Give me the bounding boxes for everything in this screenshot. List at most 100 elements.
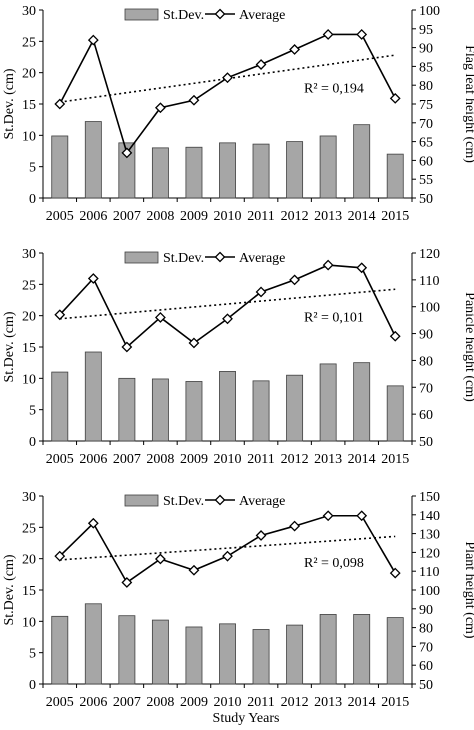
x-tick-label: 2011: [247, 452, 274, 467]
x-tick-label: 2007: [113, 452, 141, 467]
legend: St.Dev. Average: [124, 8, 285, 23]
marker-average: [389, 567, 401, 579]
bar-stdev: [319, 135, 337, 199]
x-tick-label: 2006: [79, 209, 107, 224]
marker-average: [289, 520, 301, 532]
left-axis-tick-label: 30: [22, 4, 36, 19]
bar-stdev: [151, 619, 169, 685]
bar-stdev: [219, 371, 236, 442]
marker-average: [255, 286, 267, 298]
bar-stdev: [386, 153, 404, 199]
r-squared-label: R² = 0,194: [304, 81, 364, 96]
marker-average: [154, 102, 166, 114]
marker-average: [121, 577, 133, 588]
right-axis-tick-label: 90: [419, 42, 433, 57]
marker-average: [188, 564, 200, 576]
marker-average: [222, 550, 233, 562]
right-axis-tick-label: 80: [419, 622, 433, 637]
marker-average: [222, 313, 233, 325]
x-tick-label: 2005: [46, 452, 74, 467]
x-tick-label: 2010: [214, 452, 242, 467]
legend-bar-swatch: [124, 251, 159, 264]
bar-stdev: [286, 624, 304, 685]
marker-average: [289, 274, 301, 286]
bar-stdev: [185, 381, 203, 442]
left-axis-title: St.Dev. (cm): [2, 68, 17, 139]
bar-stdev: [84, 603, 102, 685]
chart-panels: 05101520253050556065707580859095100St.De…: [2, 4, 474, 710]
bar-stdev: [386, 617, 404, 685]
right-axis-tick-label: 70: [419, 640, 433, 655]
x-tick-label: 2012: [281, 695, 309, 710]
marker-average: [87, 34, 99, 46]
left-axis-tick-label: 20: [22, 553, 36, 568]
left-axis-tick-label: 25: [22, 521, 36, 536]
bar-stdev: [185, 626, 203, 685]
right-axis-tick-label: 60: [419, 659, 433, 674]
x-tick-label: 2008: [146, 209, 174, 224]
right-axis-tick-label: 150: [419, 490, 440, 505]
x-tick-label: 2006: [79, 452, 107, 467]
marker-average: [87, 517, 99, 529]
bar-stdev: [151, 147, 169, 199]
bar-stdev: [219, 623, 236, 685]
left-axis-tick-label: 0: [29, 678, 36, 693]
left-axis-tick-label: 20: [22, 310, 36, 325]
legend-line-label: Average: [239, 494, 285, 509]
marker-average: [389, 330, 401, 342]
legend-bar-label: St.Dev.: [163, 8, 204, 23]
chart-panel-3: 0 5 10 15 20 25 30 50 60 70 80 90 100 110 120 130 140 150…: [2, 490, 474, 710]
right-axis-title: Panicle height (cm): [462, 292, 474, 402]
left-axis-tick-label: 25: [22, 278, 36, 293]
x-tick-label: 2013: [314, 209, 342, 224]
left-axis-title: St.Dev. (cm): [2, 554, 17, 625]
bar-stdev: [252, 629, 270, 685]
marker-average: [356, 29, 368, 40]
right-axis-tick-label: 90: [419, 603, 433, 618]
left-axis-tick-label: 20: [22, 67, 36, 82]
legend: St.Dev. Average: [124, 494, 285, 509]
marker-average: [188, 337, 200, 349]
right-axis-tick-label: 90: [419, 328, 433, 343]
right-axis-tick-label: 100: [419, 4, 440, 19]
x-tick-label: 2008: [146, 452, 174, 467]
bar-stdev: [185, 146, 203, 199]
right-axis-tick-label: 140: [419, 509, 440, 524]
trendline: [59, 54, 396, 103]
left-axis-tick-label: 0: [29, 435, 36, 450]
x-tick-label: 2015: [381, 452, 409, 467]
bar-stdev: [386, 385, 404, 442]
legend-line-label: Average: [239, 8, 285, 23]
x-tick-label: 2007: [113, 209, 141, 224]
right-axis-tick-label: 75: [419, 98, 433, 113]
marker-average: [154, 553, 166, 565]
right-axis-title: Plant height (cm): [462, 541, 474, 639]
x-tick-label: 2010: [214, 209, 242, 224]
right-axis-tick-label: 50: [419, 435, 433, 450]
x-tick-label: 2009: [180, 209, 208, 224]
marker-average: [121, 341, 133, 353]
right-axis-tick-label: 65: [419, 136, 433, 151]
marker-average: [54, 98, 66, 110]
line-average: [59, 514, 396, 584]
bar-stdev: [118, 615, 136, 685]
right-axis-tick-label: 80: [419, 79, 433, 94]
legend-bar-label: St.Dev.: [163, 494, 204, 509]
right-axis-tick-label: 80: [419, 354, 433, 369]
marker-average: [121, 147, 133, 159]
left-axis-tick-label: 15: [22, 341, 36, 356]
chart-panel-1: 0 5 10 15 20 25 30 50 55 60 65 70 75 80 85 90 95 100 St.De…: [2, 4, 474, 224]
marker-average: [222, 72, 233, 84]
bar-stdev: [84, 351, 102, 442]
right-axis-tick-label: 60: [419, 408, 433, 423]
x-tick-label: 2012: [281, 209, 309, 224]
bar-stdev: [319, 363, 337, 442]
x-tick-label: 2010: [214, 695, 242, 710]
bar-stdev: [219, 142, 236, 199]
left-axis-tick-label: 30: [22, 490, 36, 505]
left-axis-tick-label: 15: [22, 98, 36, 113]
bar-stdev: [353, 614, 371, 685]
bar-stdev: [252, 380, 270, 442]
x-tick-label: 2015: [381, 695, 409, 710]
bar-stdev: [51, 615, 69, 685]
